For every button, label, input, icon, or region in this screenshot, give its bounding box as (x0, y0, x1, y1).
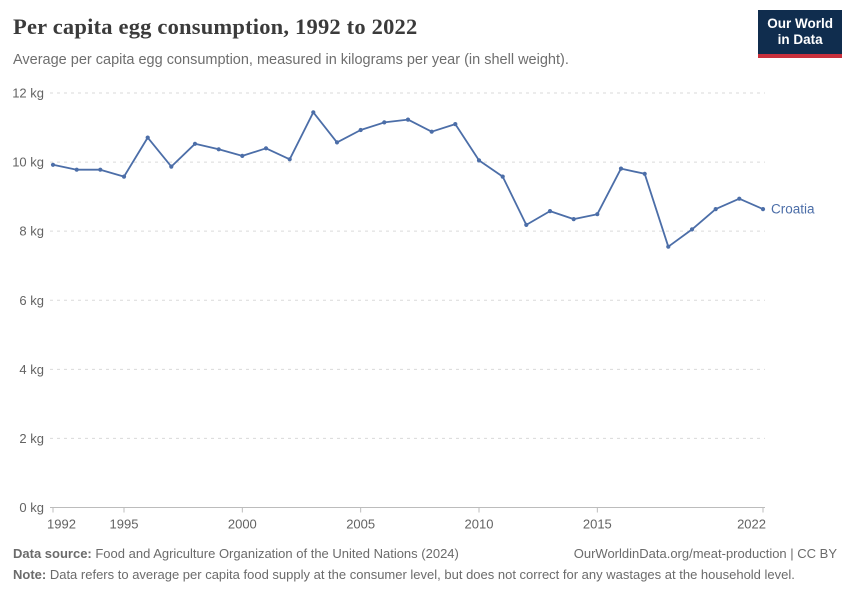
y-tick-label: 2 kg (19, 431, 44, 446)
owid-logo-line1: Our World (767, 16, 833, 31)
footer-source-row: Data source: Food and Agriculture Organi… (13, 546, 837, 561)
data-point[interactable] (74, 167, 79, 172)
note-text: Data refers to average per capita food s… (46, 567, 795, 582)
data-point[interactable] (405, 117, 411, 122)
x-tick-label: 2015 (583, 517, 612, 532)
data-point[interactable] (666, 244, 671, 249)
source-label: Data source: (13, 546, 92, 561)
data-point[interactable] (263, 146, 269, 151)
data-point[interactable] (500, 174, 505, 179)
data-point[interactable] (642, 171, 647, 176)
data-point[interactable] (287, 157, 292, 162)
data-point[interactable] (618, 166, 624, 171)
x-tick-label: 2005 (346, 517, 375, 532)
y-tick-label: 0 kg (19, 500, 44, 515)
data-point[interactable] (547, 209, 553, 214)
data-point[interactable] (760, 207, 766, 212)
footer-attribution[interactable]: OurWorldinData.org/meat-production | CC … (573, 546, 837, 561)
x-tick-label: 2022 (737, 517, 766, 532)
croatia-series-line[interactable] (52, 111, 764, 248)
data-point[interactable] (358, 127, 363, 133)
x-tick-label: 1995 (110, 517, 139, 532)
y-tick-label: 12 kg (12, 86, 44, 101)
data-point[interactable] (737, 196, 742, 201)
note-label: Note: (13, 567, 47, 582)
data-point[interactable] (192, 141, 198, 146)
data-point[interactable] (169, 164, 174, 169)
data-point[interactable] (145, 135, 150, 140)
data-point[interactable] (429, 129, 434, 134)
footer-source: Data source: Food and Agriculture Organi… (13, 546, 459, 561)
data-point[interactable] (713, 207, 718, 212)
data-point[interactable] (571, 217, 576, 222)
footer-note-row: Note: Data refers to average per capita … (13, 567, 837, 582)
data-point[interactable] (382, 120, 387, 125)
data-point[interactable] (334, 140, 340, 145)
y-tick-label: 10 kg (12, 155, 44, 170)
data-point[interactable] (216, 147, 221, 152)
owid-logo[interactable]: Our World in Data (758, 10, 842, 58)
data-point[interactable] (595, 212, 600, 217)
data-point[interactable] (524, 222, 529, 227)
y-tick-label: 4 kg (19, 362, 44, 377)
data-point[interactable] (311, 110, 316, 115)
y-tick-label: 6 kg (19, 293, 44, 308)
chart-subtitle: Average per capita egg consumption, meas… (13, 52, 569, 68)
data-point[interactable] (453, 122, 458, 127)
egg-consumption-line-chart[interactable]: 0 kg 2 kg 4 kg 6 kg 8 kg 10 kg 12 kg 1992 1995 20… (0, 80, 850, 540)
x-tick-label: 1992 (47, 517, 76, 532)
y-tick-label: 8 kg (19, 224, 44, 239)
data-point[interactable] (121, 174, 127, 179)
x-tick-label: 2000 (228, 517, 257, 532)
data-point[interactable] (240, 153, 245, 158)
series-label-croatia[interactable]: Croatia (771, 202, 815, 217)
data-point[interactable] (476, 158, 482, 163)
data-point[interactable] (50, 162, 56, 167)
x-tick-label: 2010 (465, 517, 494, 532)
data-point[interactable] (98, 167, 103, 172)
data-point[interactable] (689, 227, 695, 232)
page-title: Per capita egg consumption, 1992 to 2022 (13, 14, 418, 39)
owid-logo-line2: in Data (777, 32, 823, 48)
source-text: Food and Agriculture Organization of the… (91, 546, 459, 561)
